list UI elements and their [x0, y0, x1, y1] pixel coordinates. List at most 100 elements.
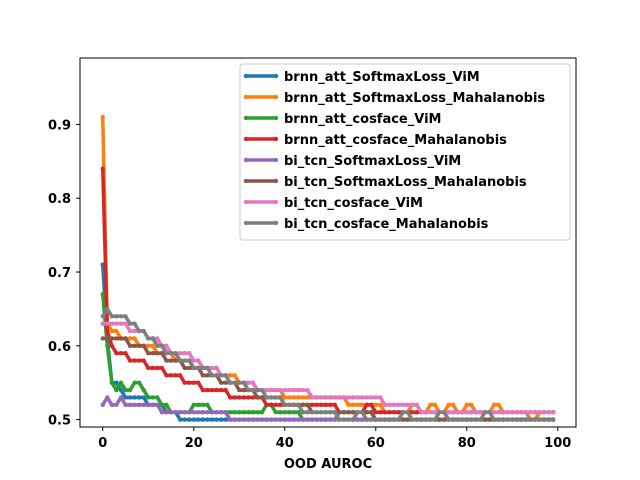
data-point — [528, 417, 533, 422]
data-point — [100, 291, 105, 297]
data-point — [237, 380, 242, 385]
data-point — [328, 395, 333, 400]
data-point — [114, 336, 119, 341]
y-tick-label: 0.8 — [48, 192, 71, 207]
legend-marker — [273, 220, 279, 226]
data-point — [246, 395, 251, 400]
data-point — [409, 402, 415, 408]
data-point — [150, 343, 156, 349]
data-point — [414, 402, 419, 408]
data-point — [191, 410, 196, 415]
data-point — [464, 410, 469, 415]
data-point — [177, 351, 183, 356]
data-point — [291, 402, 297, 408]
data-point — [200, 365, 206, 371]
data-point — [437, 417, 442, 422]
data-point — [196, 410, 201, 415]
legend-label: bi_tcn_cosface_Mahalanobis — [284, 217, 489, 232]
data-point — [168, 351, 174, 356]
data-point — [414, 417, 419, 422]
y-tick-label: 0.5 — [48, 414, 71, 429]
data-point — [241, 395, 247, 400]
data-point — [250, 417, 256, 422]
data-point — [196, 380, 201, 385]
data-point — [487, 417, 492, 422]
data-point — [223, 387, 228, 393]
data-point — [305, 395, 310, 400]
data-point — [223, 380, 228, 385]
data-point — [318, 417, 324, 422]
data-point — [491, 417, 497, 422]
data-point — [259, 417, 265, 422]
data-point — [205, 402, 210, 408]
legend-item: brnn_att_cosface_Mahalanobis — [243, 133, 507, 148]
data-point — [446, 417, 451, 422]
data-point — [173, 373, 178, 378]
data-point — [123, 402, 128, 408]
data-point — [396, 417, 401, 422]
legend-marker — [273, 115, 279, 121]
data-point — [337, 417, 342, 422]
data-point — [141, 402, 146, 408]
data-point — [232, 373, 237, 378]
data-point — [346, 417, 351, 422]
data-point — [300, 395, 306, 400]
data-point — [541, 417, 547, 422]
data-point — [182, 358, 187, 363]
data-point — [305, 417, 310, 422]
data-point — [105, 328, 110, 334]
series-line — [102, 321, 554, 414]
data-point — [109, 343, 115, 349]
y-tick-label: 0.6 — [48, 340, 71, 355]
legend-item: bi_tcn_cosface_Mahalanobis — [243, 217, 489, 232]
data-point — [191, 402, 196, 408]
series-bi_tcn_cosface_ViM — [100, 321, 556, 415]
data-point — [359, 395, 365, 400]
data-point — [205, 373, 210, 378]
legend-label: bi_tcn_cosface_ViM — [284, 196, 423, 211]
data-point — [296, 417, 301, 422]
legend-marker — [243, 94, 249, 100]
data-point — [482, 410, 488, 415]
data-point — [141, 328, 146, 334]
data-point — [127, 321, 133, 326]
data-point — [478, 410, 483, 415]
data-point — [273, 387, 278, 393]
data-point — [136, 380, 142, 385]
data-point — [114, 321, 119, 326]
legend-marker — [273, 73, 279, 79]
data-point — [469, 410, 474, 415]
data-point — [378, 395, 383, 400]
data-point — [296, 402, 301, 408]
data-point — [237, 417, 242, 422]
data-point — [314, 417, 319, 422]
legend-marker — [243, 178, 249, 184]
data-point — [473, 417, 479, 422]
data-point — [114, 387, 119, 393]
data-point — [159, 410, 165, 415]
data-point — [232, 410, 237, 415]
data-point — [187, 358, 192, 363]
data-point — [423, 417, 429, 422]
data-point — [209, 387, 215, 393]
data-point — [155, 343, 160, 349]
legend-box — [239, 63, 571, 241]
data-point — [519, 410, 524, 415]
data-point — [505, 410, 510, 415]
data-point — [282, 417, 287, 422]
data-point — [150, 351, 156, 356]
data-point — [182, 417, 187, 422]
data-point — [355, 417, 360, 422]
data-point — [191, 380, 196, 385]
data-point — [241, 380, 247, 385]
data-point — [182, 380, 187, 385]
data-point — [136, 358, 142, 363]
data-point — [246, 410, 251, 415]
data-point — [187, 365, 192, 371]
data-point — [100, 336, 105, 341]
data-point — [350, 417, 356, 422]
data-point — [159, 365, 165, 371]
data-point — [350, 402, 356, 408]
data-point — [341, 395, 347, 400]
x-tick-label: 0 — [98, 436, 107, 451]
